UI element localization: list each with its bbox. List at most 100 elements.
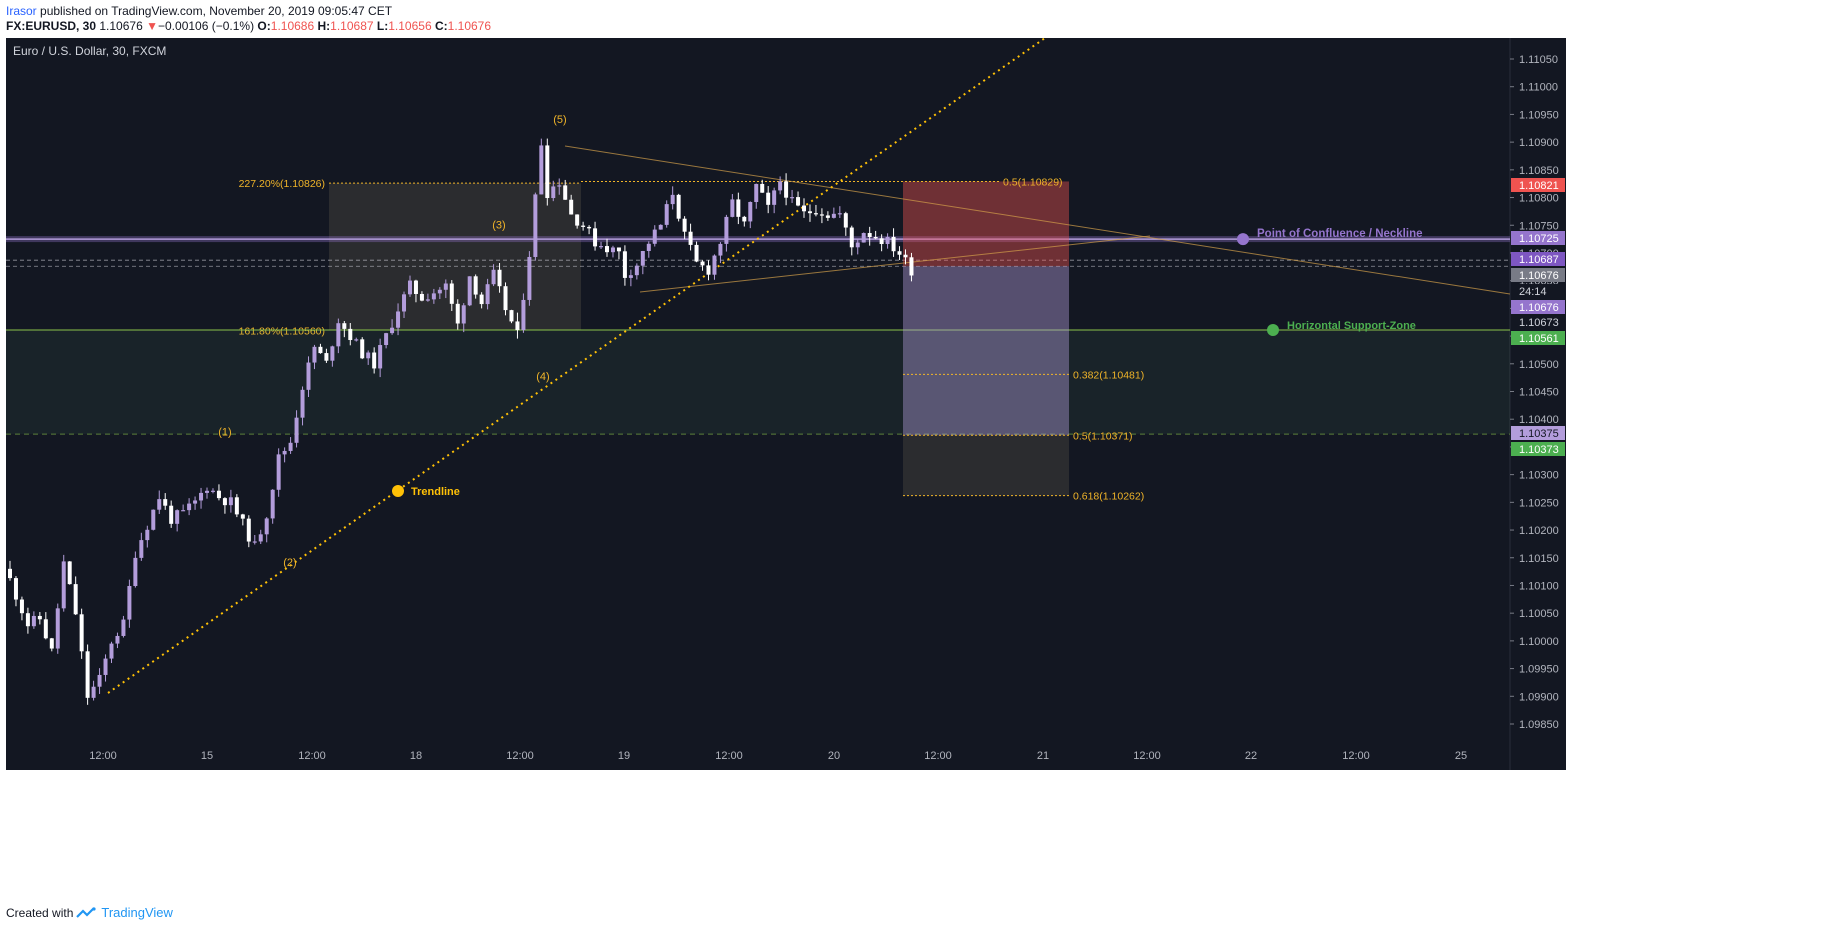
price-tag-label: 1.10673 (1519, 317, 1559, 329)
bull-candle (175, 510, 180, 524)
bull-candle (55, 608, 60, 649)
plot-area (6, 38, 1510, 740)
ohlc-line: FX:EURUSD, 30 1.10676 ▼−0.00106 (−0.1%) … (6, 19, 491, 34)
bull-candle (772, 190, 777, 205)
bull-candle (306, 362, 311, 390)
bull-candle (210, 490, 215, 492)
bull-candle (199, 492, 204, 501)
price-tag (1511, 315, 1565, 329)
bull-candle (718, 243, 723, 256)
bear-candle (73, 584, 78, 615)
bear-candle (563, 185, 568, 200)
tradingview-brand-link[interactable]: TradingView (101, 905, 173, 920)
y-tick-label: 1.10900 (1519, 137, 1559, 149)
bull-candle (109, 643, 114, 659)
bear-candle (234, 497, 239, 515)
bear-candle (79, 614, 84, 652)
bull-candle (312, 346, 317, 363)
bear-candle (742, 216, 747, 222)
bear-candle (473, 276, 478, 295)
bull-candle (91, 686, 96, 698)
created-with-text: Created with (6, 905, 74, 920)
bear-candle (37, 615, 42, 620)
publish-line: Irasor published on TradingView.com, Nov… (6, 4, 491, 19)
price-tag (1511, 231, 1565, 245)
bear-candle (575, 214, 580, 226)
bear-candle (449, 283, 454, 304)
bear-candle (163, 499, 168, 506)
x-tick-label: 15 (201, 750, 213, 762)
bear-candle (13, 578, 18, 600)
y-tick-label: 1.09900 (1519, 691, 1559, 703)
bull-candle (228, 497, 233, 506)
trendline-label: Trendline (411, 486, 460, 498)
bear-candle (545, 145, 550, 199)
bull-candle (115, 635, 120, 644)
wedge-upper-line (564, 145, 1511, 295)
price-tag (1511, 252, 1565, 266)
fib-label: 227.20%(1.10826) (239, 178, 325, 190)
bear-candle (849, 227, 854, 248)
bear-candle (324, 353, 329, 361)
trendline-marker-icon (392, 485, 404, 497)
bear-candle (581, 225, 586, 227)
bull-candle (778, 181, 783, 191)
bull-candle (670, 194, 675, 205)
bear-candle (413, 280, 418, 294)
bull-candle (539, 145, 544, 195)
y-tick-label: 1.10150 (1519, 553, 1559, 565)
bear-candle (49, 638, 54, 649)
bull-candle (646, 243, 651, 251)
bear-candle (694, 244, 699, 262)
y-tick-label: 1.10000 (1519, 636, 1559, 648)
bull-candle (425, 299, 430, 301)
y-tick-label: 1.09850 (1519, 719, 1559, 731)
bull-candle (330, 346, 335, 361)
chart-title: Euro / U.S. Dollar, 30, FXCM (13, 44, 166, 58)
y-tick-label: 1.10100 (1519, 580, 1559, 592)
open-value: 1.10686 (270, 19, 315, 33)
y-tick-label: 1.09950 (1519, 664, 1559, 676)
bull-candle (754, 183, 759, 203)
bear-candle (605, 246, 609, 253)
price-tag (1511, 426, 1565, 440)
bear-candle (825, 215, 830, 218)
bear-candle (593, 228, 598, 247)
price-chart[interactable]: Euro / U.S. Dollar, 30, FXCM 1.11050 1.110… (0, 0, 1828, 900)
bear-candle (216, 490, 221, 499)
symbol-label: FX:EURUSD, 30 (6, 19, 97, 33)
bull-candle (855, 242, 860, 248)
bull-candle (288, 442, 293, 451)
price-tag (1511, 300, 1565, 314)
bull-candle (378, 345, 383, 369)
bull-candle (634, 265, 639, 276)
bull-candle (294, 417, 299, 443)
bull-candle (264, 518, 269, 535)
tradingview-logo-icon (76, 906, 96, 918)
y-tick-label: 1.10500 (1519, 359, 1559, 371)
bull-candle (276, 454, 281, 490)
fib-label: 161.80%(1.10560) (239, 326, 325, 338)
price-tag (1511, 268, 1565, 282)
bear-candle (736, 199, 741, 217)
bear-candle (8, 568, 12, 579)
bull-candle (790, 197, 795, 199)
bull-candle (384, 333, 389, 346)
bull-candle (133, 557, 138, 587)
bull-candle (640, 250, 645, 266)
wave-label: (5) (553, 114, 566, 126)
x-tick-label: 21 (1037, 750, 1049, 762)
y-tick-label: 1.10300 (1519, 470, 1559, 482)
trendline (107, 37, 1046, 694)
bull-candle (861, 233, 866, 243)
wave-label: (1) (218, 426, 231, 438)
fib-label: 0.5(1.10829) (1003, 176, 1063, 188)
open-label: O: (257, 19, 271, 33)
bear-candle (360, 339, 365, 359)
author-link[interactable]: Irasor (6, 4, 37, 18)
y-tick-label: 1.10050 (1519, 608, 1559, 620)
bull-candle (712, 255, 717, 275)
bull-candle (205, 490, 210, 493)
price-tag (1511, 442, 1565, 456)
bull-candle (664, 204, 669, 225)
